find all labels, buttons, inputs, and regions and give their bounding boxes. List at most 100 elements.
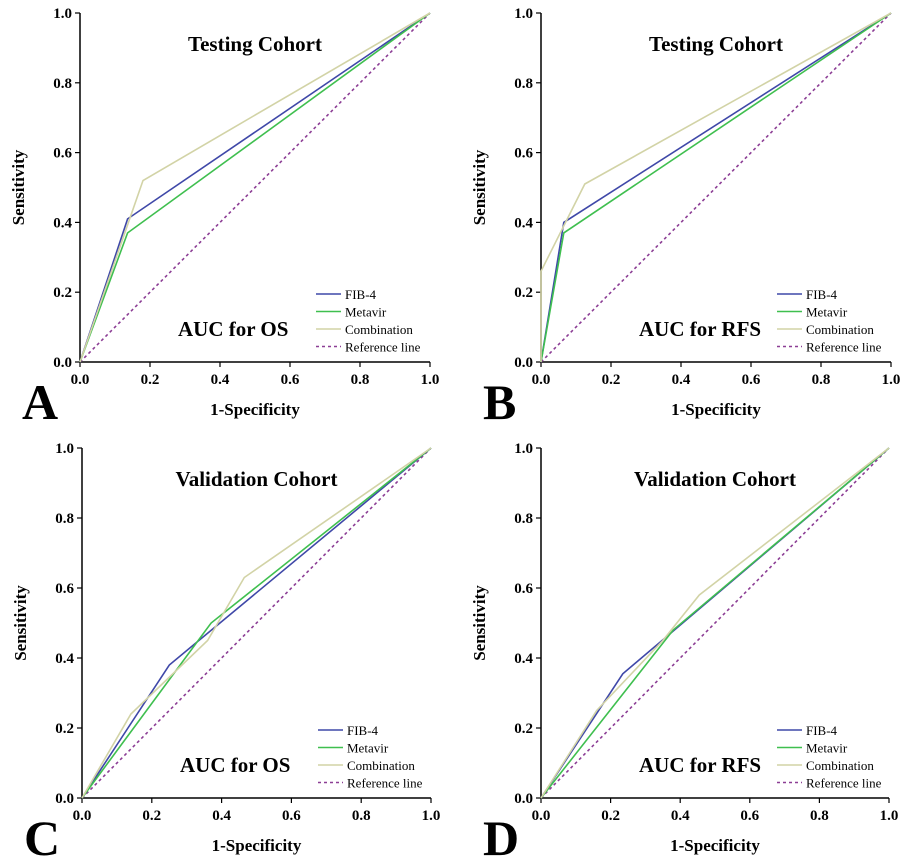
series-line-reference-line bbox=[79, 12, 431, 363]
series-line-reference-line bbox=[540, 447, 890, 799]
series-line-reference-line bbox=[81, 447, 432, 799]
x-tick-label: 0.0 bbox=[71, 372, 90, 388]
series-line-fib-4 bbox=[81, 447, 432, 799]
legend-label: Metavir bbox=[347, 741, 389, 756]
panel-letter: C bbox=[24, 810, 60, 861]
x-axis-label: 1-Specificity bbox=[210, 400, 300, 419]
legend-label: FIB-4 bbox=[345, 287, 377, 302]
x-tick-label: 0.6 bbox=[282, 808, 301, 824]
y-axis-label: Sensitivity bbox=[11, 585, 30, 661]
legend-label: Combination bbox=[806, 758, 874, 773]
auc-annotation: AUC for RFS bbox=[639, 753, 761, 777]
x-tick-label: 1.0 bbox=[880, 808, 899, 824]
y-tick-label: 0.8 bbox=[514, 76, 533, 92]
legend-label: Metavir bbox=[806, 305, 848, 320]
y-tick-label: 0.8 bbox=[55, 511, 74, 527]
x-tick-label: 0.0 bbox=[532, 372, 551, 388]
y-axis-label: Sensitivity bbox=[9, 149, 28, 225]
legend-label: Reference line bbox=[806, 340, 882, 355]
auc-annotation: AUC for OS bbox=[178, 317, 288, 341]
x-axis-label: 1-Specificity bbox=[212, 836, 302, 855]
legend-label: Metavir bbox=[345, 305, 387, 320]
y-axis-label: Sensitivity bbox=[470, 149, 489, 225]
legend-label: Combination bbox=[806, 322, 874, 337]
series-line-metavir bbox=[540, 12, 892, 363]
y-tick-label: 0.0 bbox=[53, 355, 72, 371]
y-tick-label: 0.8 bbox=[53, 76, 72, 92]
y-tick-label: 0.2 bbox=[514, 285, 533, 301]
x-tick-label: 0.4 bbox=[671, 808, 690, 824]
y-tick-label: 0.4 bbox=[514, 651, 533, 667]
x-tick-label: 1.0 bbox=[422, 808, 441, 824]
series-line-metavir bbox=[81, 447, 432, 799]
x-tick-label: 0.4 bbox=[211, 372, 230, 388]
y-axis-label: Sensitivity bbox=[470, 585, 489, 661]
series-line-combination bbox=[540, 12, 892, 362]
y-tick-label: 0.0 bbox=[514, 791, 533, 807]
series-line-metavir bbox=[540, 447, 890, 799]
roc-panel-b: 0.0 0.2 0.4 0.6 0.8 1.0 0.0 0.2 0.4 0.6 0.8 1.0 1-Sp… bbox=[470, 6, 900, 430]
legend-label: FIB-4 bbox=[806, 723, 838, 738]
y-tick-label: 1.0 bbox=[514, 441, 533, 457]
x-tick-label: 1.0 bbox=[882, 372, 901, 388]
legend-label: Metavir bbox=[806, 741, 848, 756]
x-tick-label: 1.0 bbox=[421, 372, 440, 388]
x-tick-label: 0.8 bbox=[812, 372, 831, 388]
y-tick-label: 0.6 bbox=[514, 581, 533, 597]
roc-panel-a: 0.0 0.2 0.4 0.6 0.8 1.0 0.0 0.2 0.4 0.6 0.8 1.0 1-Sp… bbox=[9, 6, 439, 430]
legend-label: Combination bbox=[347, 758, 415, 773]
y-tick-label: 0.0 bbox=[514, 355, 533, 371]
x-tick-label: 0.8 bbox=[810, 808, 829, 824]
y-tick-label: 0.2 bbox=[55, 721, 74, 737]
y-tick-label: 0.2 bbox=[53, 285, 72, 301]
roc-panel-d: 0.0 0.2 0.4 0.6 0.8 1.0 0.0 0.2 0.4 0.6 0.8 1.0 1-Sp… bbox=[470, 441, 898, 861]
x-tick-label: 0.0 bbox=[73, 808, 92, 824]
x-tick-label: 0.8 bbox=[351, 372, 370, 388]
y-tick-label: 0.6 bbox=[53, 146, 72, 162]
legend-label: Reference line bbox=[347, 776, 423, 791]
x-axis-label: 1-Specificity bbox=[671, 400, 761, 419]
series-line-combination bbox=[540, 447, 890, 799]
series-line-metavir bbox=[79, 12, 431, 363]
panel-title: Validation Cohort bbox=[634, 467, 796, 491]
y-tick-label: 0.0 bbox=[55, 791, 74, 807]
legend-label: Reference line bbox=[806, 776, 882, 791]
x-tick-label: 0.2 bbox=[602, 372, 621, 388]
x-tick-label: 0.8 bbox=[352, 808, 371, 824]
panel-letter: D bbox=[483, 810, 519, 861]
x-axis-label: 1-Specificity bbox=[670, 836, 760, 855]
y-tick-label: 0.6 bbox=[514, 146, 533, 162]
x-tick-label: 0.2 bbox=[142, 808, 161, 824]
y-tick-label: 1.0 bbox=[53, 6, 72, 22]
y-tick-label: 0.4 bbox=[55, 651, 74, 667]
y-tick-label: 0.6 bbox=[55, 581, 74, 597]
panel-title: Validation Cohort bbox=[175, 467, 337, 491]
x-tick-label: 0.4 bbox=[212, 808, 231, 824]
legend-label: FIB-4 bbox=[347, 723, 379, 738]
y-tick-label: 0.4 bbox=[514, 215, 533, 231]
y-tick-label: 1.0 bbox=[514, 6, 533, 22]
series-line-reference-line bbox=[540, 12, 892, 363]
x-tick-label: 0.2 bbox=[601, 808, 620, 824]
y-tick-label: 0.2 bbox=[514, 721, 533, 737]
x-tick-label: 0.0 bbox=[532, 808, 551, 824]
y-tick-label: 1.0 bbox=[55, 441, 74, 457]
series-line-combination bbox=[79, 12, 431, 363]
x-tick-label: 0.6 bbox=[742, 372, 761, 388]
y-tick-label: 0.8 bbox=[514, 511, 533, 527]
x-tick-label: 0.6 bbox=[740, 808, 759, 824]
series-line-combination bbox=[81, 447, 432, 799]
x-tick-label: 0.4 bbox=[672, 372, 691, 388]
x-tick-label: 0.2 bbox=[141, 372, 160, 388]
panel-title: Testing Cohort bbox=[649, 32, 783, 56]
panel-title: Testing Cohort bbox=[188, 32, 322, 56]
legend-label: Combination bbox=[345, 322, 413, 337]
auc-annotation: AUC for OS bbox=[180, 753, 290, 777]
legend-label: Reference line bbox=[345, 340, 421, 355]
panel-letter: B bbox=[483, 374, 516, 430]
roc-panel-c: 0.0 0.2 0.4 0.6 0.8 1.0 0.0 0.2 0.4 0.6 0.8 1.0 1-Sp… bbox=[11, 441, 440, 861]
panel-letter: A bbox=[22, 374, 58, 430]
y-tick-label: 0.4 bbox=[53, 215, 72, 231]
x-tick-label: 0.6 bbox=[281, 372, 300, 388]
